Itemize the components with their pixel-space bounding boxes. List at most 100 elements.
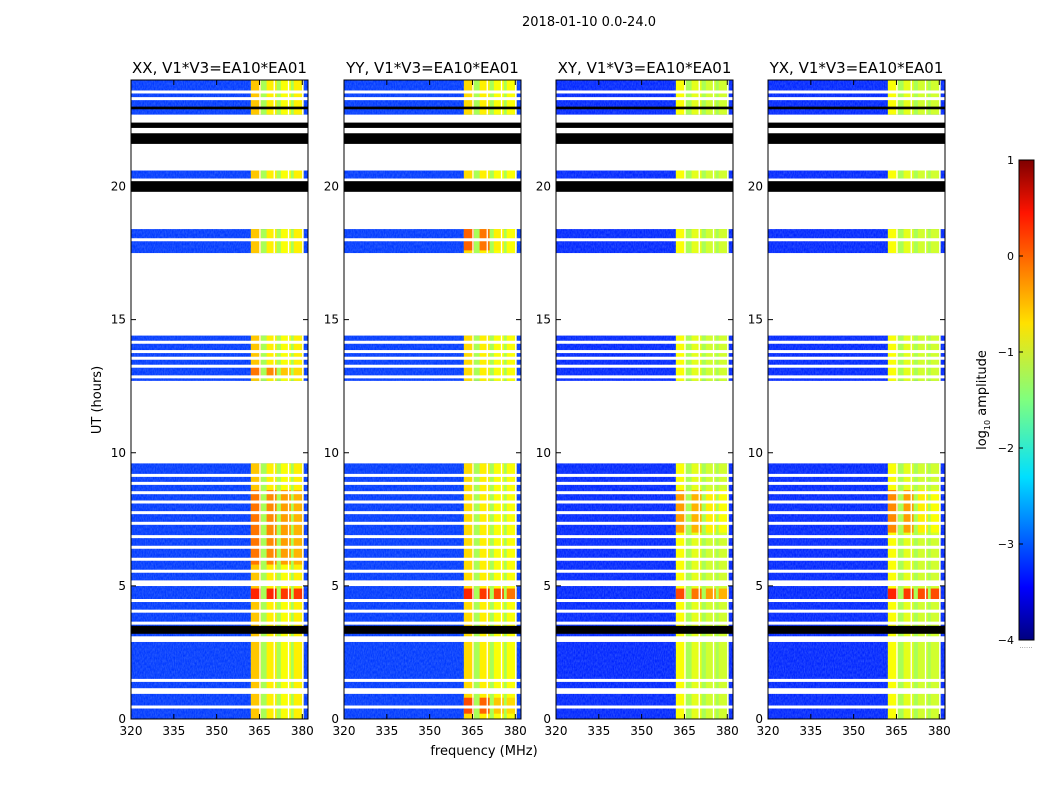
x-tick-label: 365	[461, 724, 484, 738]
flag-line	[344, 90, 521, 94]
flag-line	[344, 557, 521, 561]
flag-band	[768, 106, 945, 110]
strong-channel	[463, 170, 474, 179]
flag-line	[556, 705, 733, 709]
panel-title: XY, V1*V3=EA10*EA01	[558, 59, 732, 77]
flag-line	[131, 636, 308, 640]
strong-channel	[917, 170, 928, 179]
flag-line	[768, 350, 945, 354]
flag-line	[768, 238, 945, 242]
flag-line	[768, 364, 945, 368]
hot-region	[903, 588, 914, 602]
hot-region	[887, 588, 898, 602]
y-tick-label: 0	[118, 712, 126, 726]
flag-band	[768, 133, 945, 144]
flag-line	[768, 97, 945, 101]
flag-line	[556, 690, 733, 694]
panel-2: YY, V1*V3=EA10*EA01 320 335 350 365 380 0 5 10 15…	[324, 59, 527, 738]
x-tick-label: 350	[205, 724, 228, 738]
flag-line	[131, 580, 308, 584]
flag-line	[131, 557, 308, 561]
y-tick-label: 0	[755, 712, 763, 726]
flag-line	[131, 521, 308, 525]
strong-channel	[506, 170, 517, 179]
flag-line	[768, 690, 945, 694]
flag-line	[344, 356, 521, 360]
flag-band	[344, 181, 521, 192]
colorbar: 10−1−2−3−4 log10 amplitude ......	[975, 154, 1035, 650]
flag-line	[344, 350, 521, 354]
flag-line	[556, 580, 733, 584]
y-tick-label: 10	[536, 446, 551, 460]
flag-line	[344, 705, 521, 709]
flag-band	[131, 106, 308, 110]
x-tick-label: 380	[291, 724, 314, 738]
colorbar-label-rest: amplitude	[975, 350, 990, 420]
flag-line	[344, 473, 521, 477]
flag-line	[344, 364, 521, 368]
flag-line	[556, 609, 733, 613]
flag-line	[131, 238, 308, 242]
flag-line	[131, 609, 308, 613]
flag-band	[344, 122, 521, 128]
flag-line	[131, 599, 308, 603]
flag-line	[131, 375, 308, 379]
y-tick-label: 5	[755, 579, 763, 593]
strong-channel	[903, 170, 914, 179]
x-tick-label: 320	[333, 724, 356, 738]
suptitle: 2018-01-10 0.0-24.0	[522, 15, 656, 30]
flag-line	[131, 621, 308, 625]
x-tick-label: 335	[162, 724, 185, 738]
flag-line	[768, 473, 945, 477]
flag-line	[556, 481, 733, 485]
y-tick-label: 15	[536, 313, 551, 327]
y-tick-label: 10	[111, 446, 126, 460]
colorbar-label-log: log	[975, 430, 990, 450]
hot-region	[930, 588, 941, 602]
flag-line	[768, 621, 945, 625]
x-tick-label: 380	[716, 724, 739, 738]
flag-line	[344, 690, 521, 694]
flag-line	[768, 481, 945, 485]
y-tick-label: 20	[324, 180, 339, 194]
flag-line	[131, 678, 308, 682]
flag-line	[768, 599, 945, 603]
flag-line	[344, 621, 521, 625]
noise-texture	[556, 170, 733, 179]
hot-region	[493, 588, 504, 602]
x-tick-label: 350	[630, 724, 653, 738]
hot-region	[280, 490, 291, 565]
strong-channel	[250, 170, 261, 179]
strong-channel	[887, 170, 898, 179]
panels: XX, V1*V3=EA10*EA01 320 335 350 365 380 0 5 10 15…	[111, 59, 951, 738]
y-tick-label: 20	[536, 180, 551, 194]
flag-line	[556, 511, 733, 515]
flag-line	[131, 350, 308, 354]
flag-line	[556, 688, 733, 692]
panel-4: YX, V1*V3=EA10*EA01 320 335 350 365 380 0 5 10 15…	[748, 59, 951, 738]
panel-3: XY, V1*V3=EA10*EA01 320 335 350 365 380 0 5 10 15…	[536, 59, 739, 738]
colorbar-tick-label: −3	[998, 538, 1014, 551]
flag-line	[131, 90, 308, 94]
hot-region	[293, 588, 304, 602]
x-tick-label: 365	[885, 724, 908, 738]
flag-line	[131, 688, 308, 692]
flag-line	[556, 678, 733, 682]
flag-line	[344, 535, 521, 539]
hot-region	[250, 490, 261, 565]
flag-line	[556, 569, 733, 573]
flag-band	[556, 106, 733, 110]
flag-line	[131, 545, 308, 549]
x-tick-label: 320	[545, 724, 568, 738]
flag-line	[131, 364, 308, 368]
flag-line	[768, 491, 945, 495]
flag-line	[131, 340, 308, 344]
y-tick-label: 10	[748, 446, 763, 460]
x-axis-label: frequency (MHz)	[430, 744, 537, 759]
y-tick-label: 15	[324, 313, 339, 327]
flag-line	[556, 621, 733, 625]
flag-line	[556, 535, 733, 539]
flag-band	[131, 181, 308, 192]
flag-line	[344, 636, 521, 640]
